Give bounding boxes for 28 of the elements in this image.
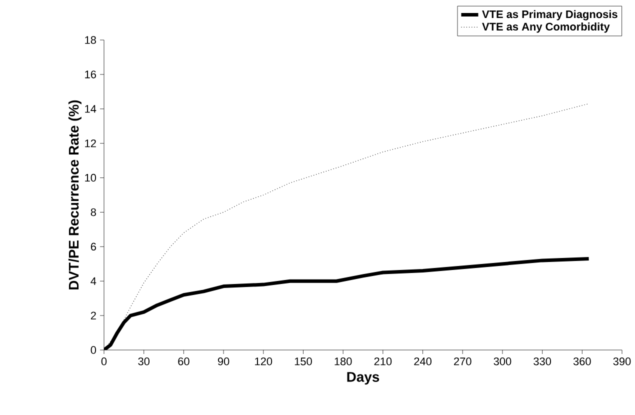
x-tick-label: 150 — [294, 358, 312, 366]
x-tick-label: 120 — [255, 358, 272, 366]
x-tick-label: 390 — [613, 358, 631, 366]
y-tick-label: 8 — [90, 208, 96, 216]
y-tick-label: 2 — [90, 312, 96, 320]
y-axis-title: DVT/PE Recurrence Rate (%) — [68, 100, 82, 290]
legend-label: VTE as Any Comorbidity — [482, 22, 610, 33]
x-tick-label: 330 — [534, 358, 552, 366]
x-tick-label: 60 — [178, 358, 190, 366]
y-tick-label: 10 — [85, 174, 96, 182]
y-tick-label: 4 — [90, 277, 96, 285]
y-tick-label: 0 — [90, 346, 96, 354]
x-tick-label: 360 — [573, 358, 591, 366]
x-tick-label: 90 — [218, 358, 230, 366]
x-axis-title: Days — [347, 372, 380, 385]
x-tick-label: 240 — [414, 358, 432, 366]
legend-label: VTE as Primary Diagnosis — [482, 10, 618, 20]
y-tick-label: 12 — [85, 140, 96, 148]
x-tick-label: 300 — [494, 358, 512, 366]
y-tick-label: 16 — [85, 70, 96, 78]
x-tick-label: 30 — [138, 358, 150, 366]
x-tick-label: 0 — [101, 358, 107, 366]
x-tick-label: 180 — [334, 358, 352, 366]
x-tick-label: 210 — [374, 358, 392, 366]
y-tick-label: 18 — [85, 36, 96, 44]
y-tick-label: 6 — [90, 242, 96, 251]
x-tick-label: 270 — [454, 358, 472, 366]
y-tick-label: 14 — [85, 105, 96, 113]
